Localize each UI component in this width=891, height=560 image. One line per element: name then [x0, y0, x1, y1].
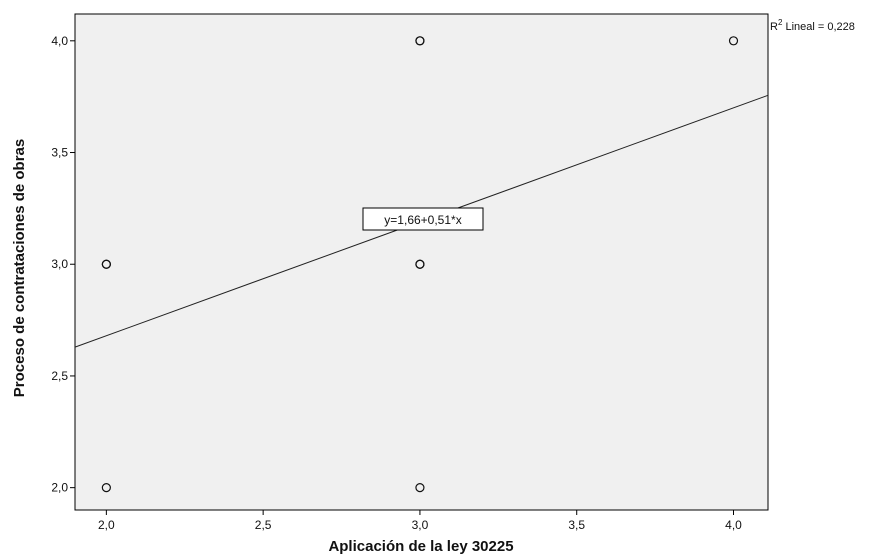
plot-area	[74, 13, 769, 511]
y-tick-label: 4,0	[51, 34, 68, 48]
x-tick-label: 4,0	[725, 518, 742, 532]
data-point	[415, 259, 425, 269]
x-tick-label: 3,0	[412, 518, 429, 532]
data-point	[101, 483, 111, 493]
y-axis-ticks: 2,0 2,5 3,0 3,5 4,0	[51, 34, 75, 495]
data-point	[728, 36, 739, 46]
x-tick-label: 2,5	[255, 518, 272, 532]
x-axis-ticks: 2,0 2,5 3,0 3,5 4,0	[98, 510, 742, 532]
data-point	[101, 259, 111, 269]
fit-equation-label: y=1,66+0,51*x	[384, 213, 461, 227]
r2-label: R2 Lineal = 0,228	[770, 18, 855, 33]
x-axis-title: Aplicación de la ley 30225	[328, 538, 513, 555]
r2-prefix: R	[770, 21, 778, 33]
y-tick-label: 2,5	[51, 369, 68, 383]
x-tick-label: 3,5	[568, 518, 585, 532]
y-axis-title: Proceso de contrataciones de obras	[11, 139, 28, 397]
r2-superscript: 2	[778, 18, 783, 27]
y-tick-label: 3,5	[51, 146, 68, 160]
fit-equation-box	[362, 207, 484, 231]
y-tick-label: 2,0	[51, 481, 68, 495]
data-point	[415, 36, 425, 46]
r2-text: Lineal = 0,228	[782, 21, 854, 33]
x-tick-label: 2,0	[98, 518, 115, 532]
data-point	[415, 483, 425, 493]
data-points	[101, 36, 739, 493]
y-tick-label: 3,0	[51, 257, 68, 271]
